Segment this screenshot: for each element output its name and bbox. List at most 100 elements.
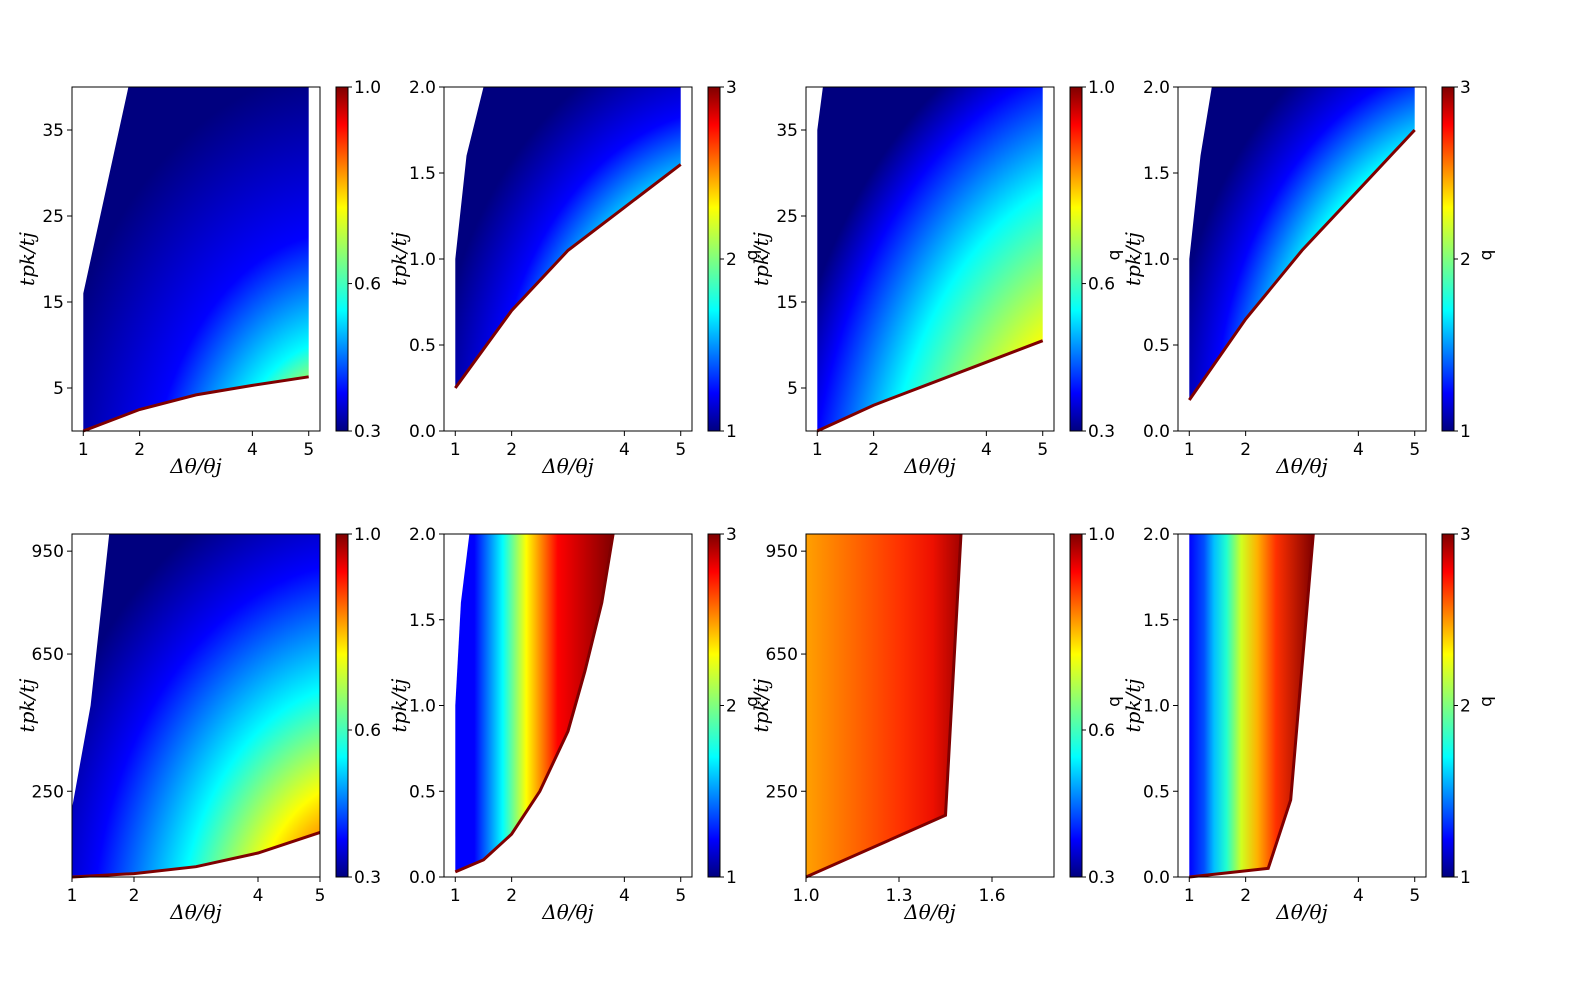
colorbar-label: b <box>1105 696 1125 707</box>
heatmap-region <box>72 534 320 877</box>
region-lower-edge <box>805 533 963 879</box>
x-tick-label: 2 <box>868 440 879 460</box>
y-tick-label: 0.5 <box>409 336 436 356</box>
colorbar-tick-label: 0.6 <box>354 275 381 295</box>
x-tick-label: 1 <box>67 886 78 906</box>
y-tick-label: 650 <box>766 645 798 665</box>
x-tick-label: 5 <box>1409 440 1420 460</box>
x-tick-label: 4 <box>253 886 264 906</box>
colorbar-tick-label: 0.3 <box>1088 868 1115 888</box>
colorbar-tick-label: 3 <box>726 78 737 98</box>
x-tick-label: 2 <box>506 440 517 460</box>
region-lower-edge <box>71 830 321 879</box>
x-tick-label: 5 <box>675 440 686 460</box>
heatmap-region <box>83 87 309 431</box>
y-tick-label: 1.5 <box>409 611 436 631</box>
x-tick-label: 2 <box>134 440 145 460</box>
panel-3: 1 2 4 5 5 15 25 35 Δθ/θj tpk/tj 0.3 0.6 1.0 b <box>749 78 1125 478</box>
colorbar-tick-label: 2 <box>1460 250 1471 270</box>
y-tick-label: 1.0 <box>1143 250 1170 270</box>
y-tick-label: 0.0 <box>409 422 436 442</box>
region-lower-edge <box>816 339 1044 433</box>
colorbar-label: b <box>743 696 763 707</box>
region-lower-edge <box>454 163 682 389</box>
colorbar-tick-label: 0.6 <box>354 721 381 741</box>
panel-8: 1 2 4 5 0.0 0.5 1.0 1.5 2.0 Δθ/θj tpk/tj 1 2 3 b <box>1121 525 1497 924</box>
y-tick-label: 2.0 <box>409 78 436 98</box>
colorbar-label: b <box>743 250 763 261</box>
colorbar-tick-label: 3 <box>726 525 737 545</box>
y-tick-label: 1.5 <box>409 164 436 184</box>
y-tick-label: 0.5 <box>1143 782 1170 802</box>
heatmap-region <box>455 87 681 388</box>
x-tick-label: 4 <box>619 440 630 460</box>
x-axis-label: Δθ/θj <box>903 454 955 478</box>
x-tick-label: 1 <box>450 886 461 906</box>
y-axis-label: tpk/tj <box>387 679 411 733</box>
colorbar-tick-label: 2 <box>726 697 737 717</box>
panel-2: 1 2 4 5 0.0 0.5 1.0 1.5 2.0 Δθ/θj tpk/tj 1 2 3 b <box>387 78 763 478</box>
colorbar <box>1441 533 1455 878</box>
heatmap-region <box>1189 534 1314 877</box>
plot-frame <box>805 86 1055 432</box>
heatmap-region <box>817 87 1043 431</box>
colorbar-label: b <box>1105 250 1125 261</box>
colorbar-tick-label: 3 <box>1460 525 1471 545</box>
y-tick-label: 5 <box>787 379 798 399</box>
heatmap-region <box>1189 87 1415 400</box>
x-tick-label: 2 <box>1240 440 1251 460</box>
y-tick-label: 15 <box>776 293 798 313</box>
y-axis-label: tpk/tj <box>15 232 39 286</box>
x-tick-label: 5 <box>1409 886 1420 906</box>
colorbar-tick-label: 0.6 <box>1088 721 1115 741</box>
y-axis-label: tpk/tj <box>749 232 773 286</box>
x-axis-label: Δθ/θj <box>541 900 593 924</box>
y-tick-label: 25 <box>42 207 64 227</box>
y-axis-label: tpk/tj <box>1121 679 1145 733</box>
y-tick-label: 950 <box>32 542 64 562</box>
plot-frame <box>71 533 321 878</box>
x-tick-label: 1.6 <box>978 886 1005 906</box>
x-tick-label: 1 <box>812 440 823 460</box>
x-tick-label: 5 <box>315 886 326 906</box>
x-axis-label: Δθ/θj <box>169 900 221 924</box>
y-tick-label: 1.0 <box>409 697 436 717</box>
x-tick-label: 4 <box>981 440 992 460</box>
x-tick-label: 1.3 <box>885 886 912 906</box>
y-tick-label: 35 <box>42 121 64 141</box>
y-tick-label: 0.5 <box>1143 336 1170 356</box>
region-lower-edge <box>1189 533 1315 879</box>
x-tick-label: 1.0 <box>792 886 819 906</box>
y-axis-label: tpk/tj <box>1121 232 1145 286</box>
colorbar-tick-label: 1.0 <box>354 525 381 545</box>
x-tick-label: 4 <box>619 886 630 906</box>
x-tick-label: 4 <box>1353 440 1364 460</box>
colorbar-tick-label: 1 <box>1460 868 1471 888</box>
y-tick-label: 15 <box>42 293 64 313</box>
colorbar <box>335 533 349 878</box>
x-tick-label: 1 <box>1184 886 1195 906</box>
y-tick-label: 2.0 <box>1143 525 1170 545</box>
x-tick-label: 5 <box>1037 440 1048 460</box>
x-tick-label: 2 <box>506 886 517 906</box>
x-tick-label: 4 <box>247 440 258 460</box>
heatmap-region <box>806 534 965 877</box>
x-axis-label: Δθ/θj <box>1275 900 1327 924</box>
colorbar-label: b <box>1477 696 1497 707</box>
colorbar-tick-label: 2 <box>1460 697 1471 717</box>
y-tick-label: 2.0 <box>1143 78 1170 98</box>
colorbar-tick-label: 0.3 <box>354 868 381 888</box>
x-tick-label: 2 <box>129 886 140 906</box>
colorbar-tick-label: 2 <box>726 250 737 270</box>
colorbar-tick-label: 1.0 <box>354 78 381 98</box>
panel-7: 1.0 1.3 1.6 250 650 950 Δθ/θj tpk/tj 0.3 0.6 1.0 b <box>749 525 1125 924</box>
colorbar <box>1069 86 1083 432</box>
y-tick-label: 0.0 <box>1143 422 1170 442</box>
x-axis-label: Δθ/θj <box>903 900 955 924</box>
y-tick-label: 950 <box>766 542 798 562</box>
region-lower-edge <box>1188 128 1416 401</box>
colorbar <box>707 533 721 878</box>
x-tick-label: 5 <box>675 886 686 906</box>
colorbar-tick-label: 1 <box>726 422 737 442</box>
